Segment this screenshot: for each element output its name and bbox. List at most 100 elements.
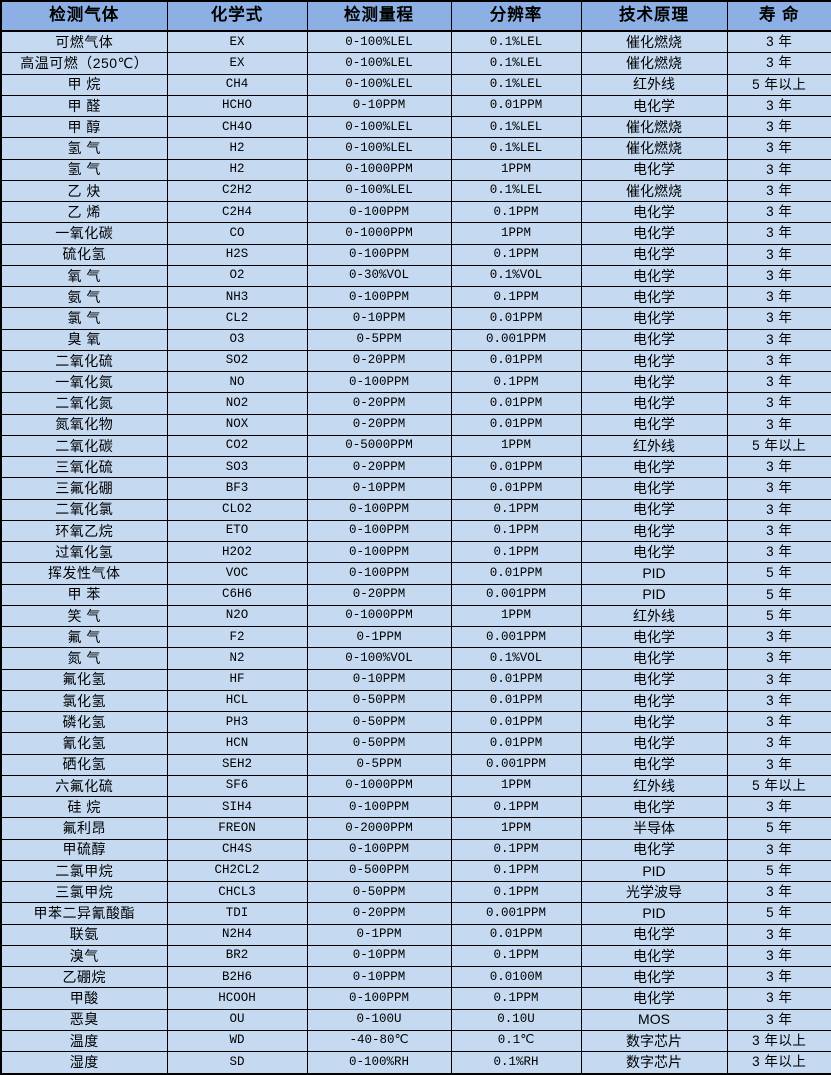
cell-tech: 电化学	[580, 498, 728, 521]
table-row: 乙硼烷 B2H6 0-10PPM 0.0100M 电化学 3 年	[0, 966, 831, 989]
table-row: 甲硫醇 CH4S 0-100PPM 0.1PPM 电化学 3 年	[0, 838, 831, 861]
cell-formula: EX	[166, 30, 308, 54]
cell-life: 3 年	[726, 711, 831, 734]
cell-gas: 甲 苯	[0, 583, 168, 606]
cell-range: 0-100%LEL	[306, 52, 452, 75]
cell-gas: 氢 气	[0, 158, 168, 181]
cell-range: 0-20PPM	[306, 392, 452, 415]
cell-gas: 乙 烯	[0, 201, 168, 224]
cell-life: 3 年	[726, 944, 831, 968]
cell-resolution: 0.1PPM	[450, 498, 582, 521]
cell-tech: 催化燃烧	[580, 137, 728, 160]
cell-formula: HCOOH	[166, 987, 308, 1010]
cell-tech: 催化燃烧	[580, 179, 728, 203]
cell-gas: 甲 烷	[0, 73, 168, 96]
table-row: 环氧乙烷 ETO 0-100PPM 0.1PPM 电化学 3 年	[0, 519, 831, 543]
column-header-range: 检测量程	[306, 0, 452, 32]
cell-tech: 电化学	[580, 201, 728, 224]
cell-range: 0-100PPM	[306, 838, 452, 861]
cell-tech: 电化学	[580, 392, 728, 415]
table-row: 二氧化硫 SO2 0-20PPM 0.01PPM 电化学 3 年	[0, 349, 831, 373]
cell-resolution: 0.1PPM	[450, 243, 582, 266]
table-row: 二氧化氮 NO2 0-20PPM 0.01PPM 电化学 3 年	[0, 392, 831, 415]
cell-tech: 电化学	[580, 689, 728, 713]
cell-formula: CH4	[166, 73, 308, 96]
cell-tech: 电化学	[580, 328, 728, 351]
cell-range: 0-1000PPM	[306, 774, 452, 798]
cell-resolution: 0.01PPM	[450, 94, 582, 118]
cell-resolution: 0.01PPM	[450, 392, 582, 415]
cell-range: 0-50PPM	[306, 881, 452, 904]
cell-range: 0-1000PPM	[306, 222, 452, 245]
cell-life: 5 年以上	[726, 774, 831, 798]
cell-tech: 电化学	[580, 732, 728, 755]
cell-range: 0-100PPM	[306, 498, 452, 521]
table-row: 乙 烯 C2H4 0-100PPM 0.1PPM 电化学 3 年	[0, 201, 831, 224]
cell-life: 3 年	[726, 286, 831, 309]
cell-formula: HCHO	[166, 94, 308, 118]
cell-range: 0-500PPM	[306, 859, 452, 883]
cell-range: 0-10PPM	[306, 307, 452, 330]
cell-range: 0-100PPM	[306, 201, 452, 224]
cell-tech: 电化学	[580, 456, 728, 479]
cell-resolution: 0.01PPM	[450, 456, 582, 479]
cell-gas: 笑 气	[0, 604, 168, 628]
cell-life: 5 年	[726, 817, 831, 840]
cell-gas: 乙 炔	[0, 179, 168, 203]
cell-gas: 硒化氢	[0, 753, 168, 776]
cell-life: 3 年	[726, 647, 831, 670]
cell-life: 3 年	[726, 413, 831, 436]
cell-formula: NOX	[166, 413, 308, 436]
table-row: 六氟化硫 SF6 0-1000PPM 1PPM 红外线 5 年以上	[0, 774, 831, 798]
cell-resolution: 0.1PPM	[450, 987, 582, 1010]
table-row: 氮氧化物 NOX 0-20PPM 0.01PPM 电化学 3 年	[0, 413, 831, 436]
cell-gas: 环氧乙烷	[0, 519, 168, 543]
cell-range: 0-20PPM	[306, 902, 452, 925]
cell-tech: 催化燃烧	[580, 52, 728, 75]
table-row: 臭 氧 O3 0-5PPM 0.001PPM 电化学 3 年	[0, 328, 831, 351]
cell-gas: 恶臭	[0, 1008, 168, 1031]
cell-gas: 高温可燃（250℃）	[0, 52, 168, 75]
cell-range: 0-50PPM	[306, 732, 452, 755]
cell-resolution: 0.01PPM	[450, 413, 582, 436]
cell-life: 3 年	[726, 307, 831, 330]
cell-life: 3 年	[726, 987, 831, 1010]
cell-tech: 电化学	[580, 668, 728, 691]
cell-range: 0-10PPM	[306, 966, 452, 989]
table-row: 一氧化氮 NO 0-100PPM 0.1PPM 电化学 3 年	[0, 371, 831, 394]
table-row: 恶臭 OU 0-100U 0.10U MOS 3 年	[0, 1008, 831, 1031]
cell-resolution: 0.1%RH	[450, 1051, 582, 1075]
cell-formula: HCL	[166, 689, 308, 713]
cell-tech: PID	[580, 562, 728, 585]
cell-resolution: 0.1℃	[450, 1029, 582, 1053]
cell-gas: 氟 气	[0, 626, 168, 649]
cell-resolution: 0.1%VOL	[450, 264, 582, 288]
cell-formula: NH3	[166, 286, 308, 309]
table-row: 氯 气 CL2 0-10PPM 0.01PPM 电化学 3 年	[0, 307, 831, 330]
cell-range: 0-100%LEL	[306, 179, 452, 203]
cell-resolution: 0.01PPM	[450, 668, 582, 691]
cell-tech: PID	[580, 859, 728, 883]
cell-range: 0-100PPM	[306, 796, 452, 819]
cell-life: 3 年	[726, 116, 831, 139]
cell-formula: WD	[166, 1029, 308, 1053]
cell-tech: 红外线	[580, 604, 728, 628]
cell-life: 3 年	[726, 158, 831, 181]
cell-gas: 联氨	[0, 923, 168, 946]
column-header-resolution: 分辨率	[450, 0, 582, 32]
cell-tech: 红外线	[580, 774, 728, 798]
cell-gas: 硅 烷	[0, 796, 168, 819]
cell-tech: 电化学	[580, 307, 728, 330]
table-row: 氰化氢 HCN 0-50PPM 0.01PPM 电化学 3 年	[0, 732, 831, 755]
cell-gas: 湿度	[0, 1051, 168, 1075]
cell-gas: 温度	[0, 1029, 168, 1053]
cell-gas: 甲酸	[0, 987, 168, 1010]
cell-gas: 溴气	[0, 944, 168, 968]
table-row: 氧 气 O2 0-30%VOL 0.1%VOL 电化学 3 年	[0, 264, 831, 288]
cell-gas: 三氯甲烷	[0, 881, 168, 904]
cell-life: 3 年	[726, 626, 831, 649]
cell-life: 3 年以上	[726, 1029, 831, 1053]
cell-range: 0-30%VOL	[306, 264, 452, 288]
cell-life: 3 年	[726, 456, 831, 479]
column-header-gas: 检测气体	[0, 0, 168, 32]
